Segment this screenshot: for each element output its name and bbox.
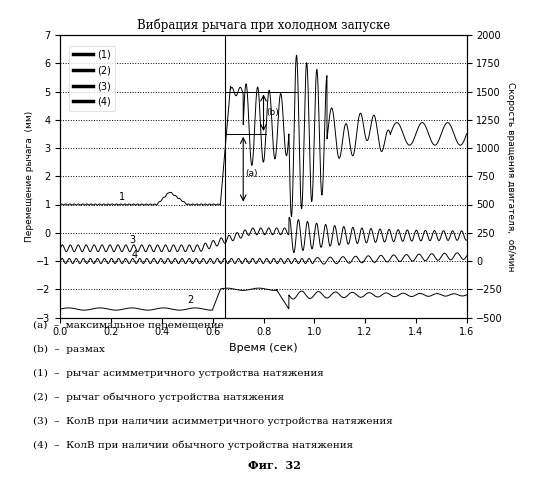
Text: (3)  –  КолВ при наличии асимметричного устройства натяжения: (3) – КолВ при наличии асимметричного ус… [33,416,393,426]
Text: (b): (b) [266,108,279,117]
Text: (a): (a) [246,169,258,178]
Y-axis label: Перемещение рычага  (мм): Перемещение рычага (мм) [25,110,33,242]
Text: (b)  –  размах: (b) – размах [33,344,105,354]
Text: (4)  –  КолВ при наличии обычного устройства натяжения: (4) – КолВ при наличии обычного устройст… [33,440,353,450]
Text: (2)  –  рычаг обычного устройства натяжения: (2) – рычаг обычного устройства натяжени… [33,392,284,402]
Legend: (1), (2), (3), (4): (1), (2), (3), (4) [69,46,115,111]
Text: 4: 4 [132,250,138,260]
Text: Фиг.  32: Фиг. 32 [248,460,301,471]
Text: (1)  –  рычаг асимметричного устройства натяжения: (1) – рычаг асимметричного устройства на… [33,368,324,378]
Text: 2: 2 [187,296,194,306]
Text: (a)  –  максимальное перемещение: (a) – максимальное перемещение [33,320,223,330]
Title: Вибрация рычага при холодном запуске: Вибрация рычага при холодном запуске [137,19,390,32]
Text: 3: 3 [129,234,135,244]
X-axis label: Время (сек): Время (сек) [229,343,298,353]
Y-axis label: Скорость вращения двигателя,  об/мин: Скорость вращения двигателя, об/мин [506,82,515,271]
Text: 1: 1 [119,192,125,202]
